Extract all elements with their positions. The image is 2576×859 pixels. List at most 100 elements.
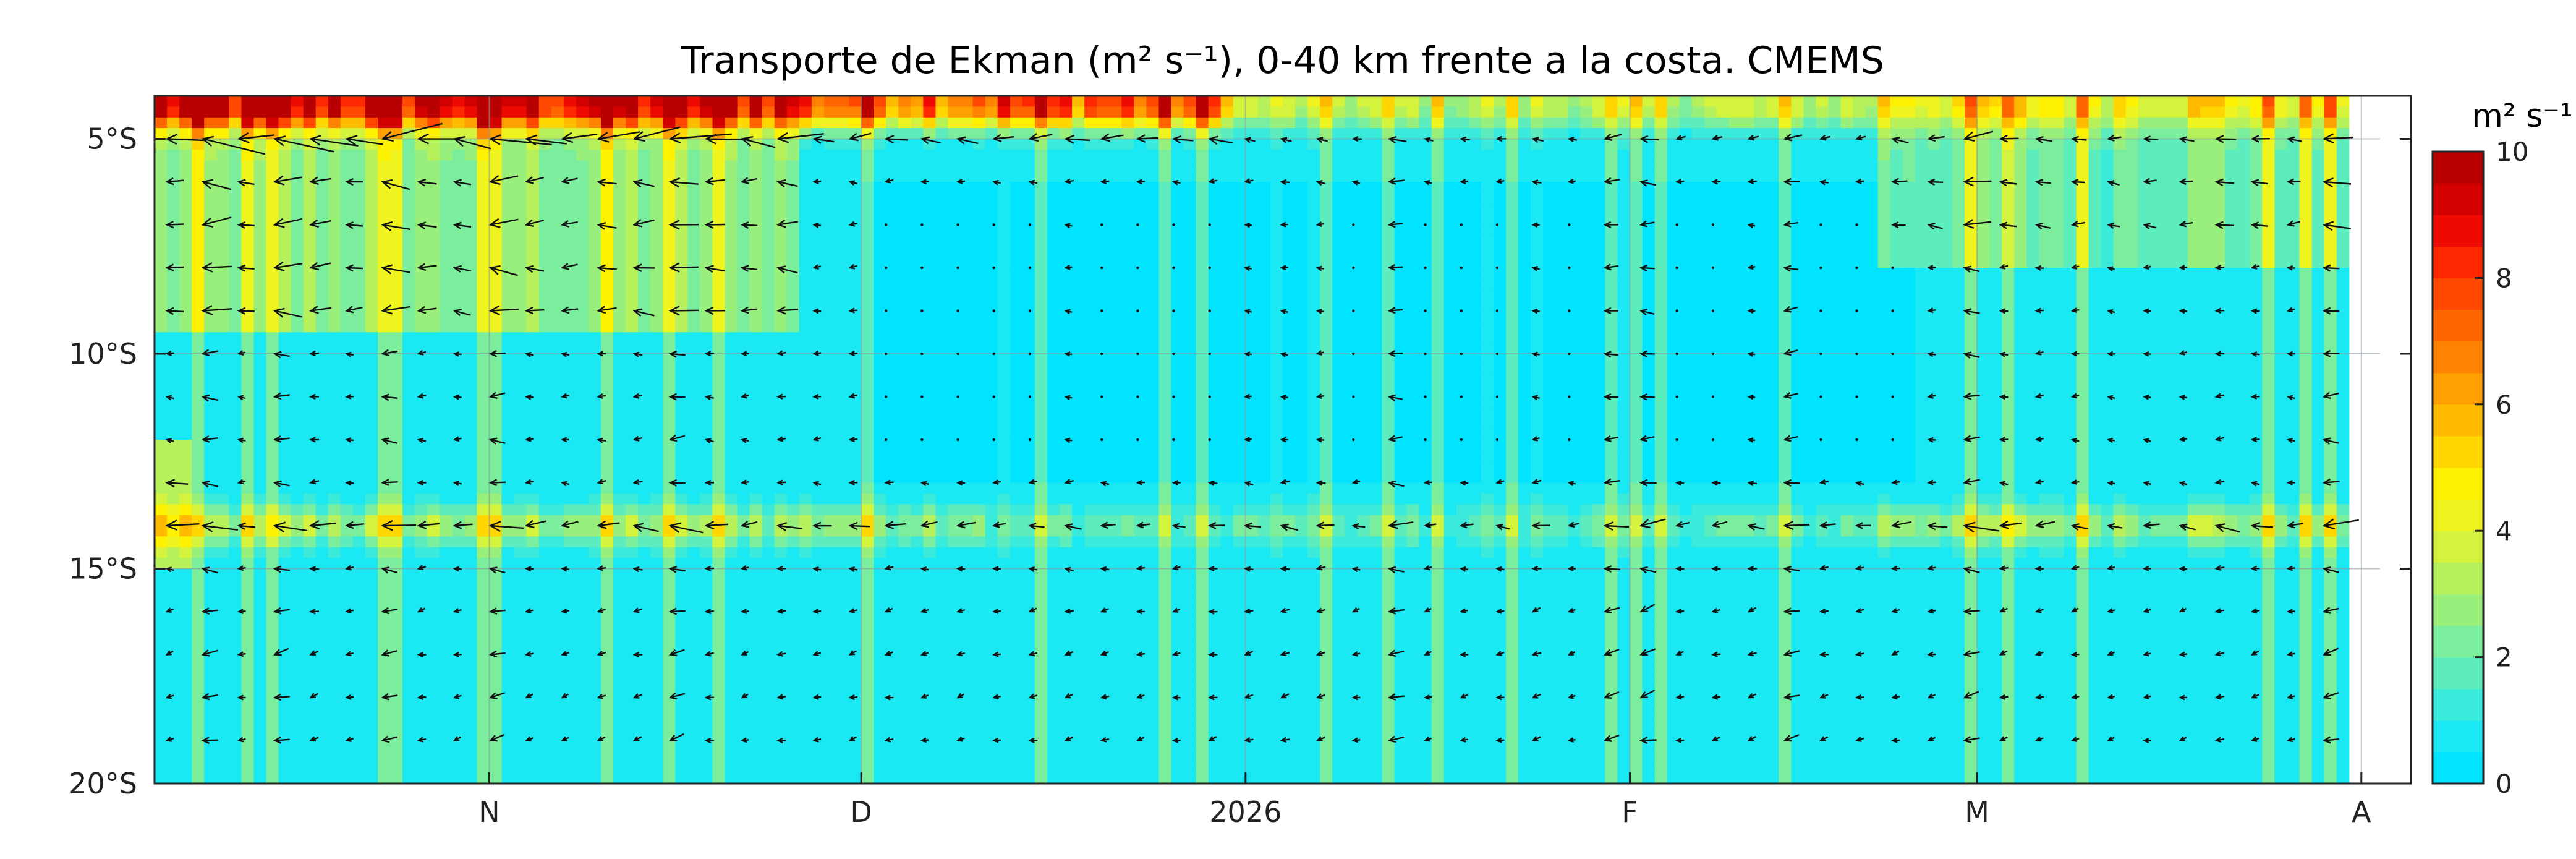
heatmap-cell: [650, 96, 663, 107]
heatmap-cell: [1084, 235, 1097, 247]
heatmap-cell: [229, 730, 242, 741]
heatmap-cell: [898, 440, 911, 451]
heatmap-cell: [514, 665, 527, 677]
heatmap-cell: [340, 354, 354, 365]
heatmap-cell: [613, 386, 626, 398]
heatmap-cell: [861, 622, 874, 634]
heatmap-cell: [935, 407, 949, 419]
heatmap-cell: [675, 386, 688, 398]
heatmap-cell: [551, 719, 564, 730]
heatmap-cell: [340, 612, 354, 623]
heatmap-cell: [588, 300, 601, 312]
heatmap-cell: [1060, 622, 1073, 634]
heatmap-cell: [501, 235, 515, 247]
heatmap-cell: [514, 418, 527, 430]
heatmap-cell: [650, 772, 663, 784]
heatmap-cell: [960, 751, 974, 763]
heatmap-cell: [960, 364, 974, 376]
heatmap-cell: [179, 654, 192, 666]
heatmap-cell: [762, 117, 775, 129]
heatmap-cell: [464, 203, 478, 215]
heatmap-cell: [923, 117, 937, 129]
heatmap-cell: [588, 622, 601, 634]
heatmap-cell: [972, 686, 986, 698]
heatmap-cell: [972, 418, 986, 430]
heatmap-cell: [836, 762, 849, 774]
heatmap-cell: [253, 418, 267, 430]
heatmap-cell: [874, 332, 886, 344]
heatmap-cell: [352, 461, 366, 472]
heatmap-cell: [960, 192, 974, 204]
heatmap-cell: [253, 472, 267, 484]
heatmap-cell: [563, 429, 577, 440]
heatmap-cell: [601, 526, 614, 537]
heatmap-cell: [861, 407, 874, 419]
heatmap-cell: [378, 698, 391, 709]
heatmap-cell: [402, 622, 415, 634]
heatmap-cell: [1022, 676, 1035, 688]
heatmap-cell: [328, 343, 341, 354]
heatmap-cell: [935, 665, 949, 677]
heatmap-cell: [464, 676, 478, 688]
heatmap-cell: [861, 343, 874, 354]
heatmap-cell: [452, 139, 465, 150]
heatmap-cell: [687, 698, 701, 709]
heatmap-cell: [712, 644, 726, 656]
heatmap-cell: [774, 375, 788, 387]
heatmap-cell: [650, 375, 663, 387]
heatmap-cell: [1109, 654, 1122, 666]
heatmap-cell: [179, 214, 192, 226]
heatmap-cell: [923, 612, 937, 623]
heatmap-cell: [712, 772, 726, 784]
heatmap-cell: [849, 96, 862, 107]
heatmap-cell: [1072, 708, 1085, 720]
heatmap-cell: [626, 472, 639, 484]
heatmap-cell: [328, 407, 341, 419]
heatmap-cell: [886, 504, 899, 516]
heatmap-cell: [675, 740, 688, 752]
heatmap-cell: [799, 343, 812, 354]
heatmap-cell: [216, 418, 229, 430]
heatmap-cell: [774, 354, 788, 365]
heatmap-cell: [576, 482, 589, 494]
heatmap-cell: [1084, 740, 1097, 752]
heatmap-cell: [303, 751, 317, 763]
heatmap-cell: [948, 633, 961, 644]
heatmap-cell: [613, 600, 626, 612]
heatmap-cell: [1034, 730, 1048, 741]
heatmap-cell: [886, 117, 899, 129]
heatmap-cell: [650, 762, 663, 774]
heatmap-cell: [650, 568, 663, 580]
heatmap-cell: [576, 751, 589, 763]
heatmap-cell: [266, 128, 279, 140]
heatmap-cell: [948, 612, 961, 623]
heatmap-cell: [588, 407, 601, 419]
heatmap-cell: [700, 622, 713, 634]
heatmap-cell: [1022, 192, 1035, 204]
heatmap-cell: [253, 268, 267, 279]
heatmap-cell: [291, 719, 304, 730]
heatmap-cell: [849, 493, 862, 505]
heatmap-cell: [675, 633, 688, 644]
heatmap-cell: [155, 622, 168, 634]
heatmap-cell: [241, 622, 255, 634]
heatmap-cell: [390, 558, 403, 570]
heatmap-cell: [415, 590, 428, 602]
heatmap-cell: [378, 654, 391, 666]
heatmap-cell: [675, 600, 688, 612]
heatmap-cell: [216, 407, 229, 419]
heatmap-cell: [1010, 407, 1023, 419]
heatmap-cell: [972, 375, 986, 387]
heatmap-cell: [972, 633, 986, 644]
heatmap-cell: [179, 364, 192, 376]
heatmap-cell: [948, 128, 961, 140]
heatmap-cell: [315, 558, 329, 570]
heatmap-cell: [241, 730, 255, 741]
heatmap-cell: [588, 482, 601, 494]
heatmap-cell: [378, 730, 391, 741]
heatmap-cell: [514, 633, 527, 644]
heatmap-cell: [1084, 482, 1097, 494]
heatmap-cell: [1072, 751, 1085, 763]
heatmap-cell: [192, 472, 205, 484]
heatmap-cell: [340, 407, 354, 419]
